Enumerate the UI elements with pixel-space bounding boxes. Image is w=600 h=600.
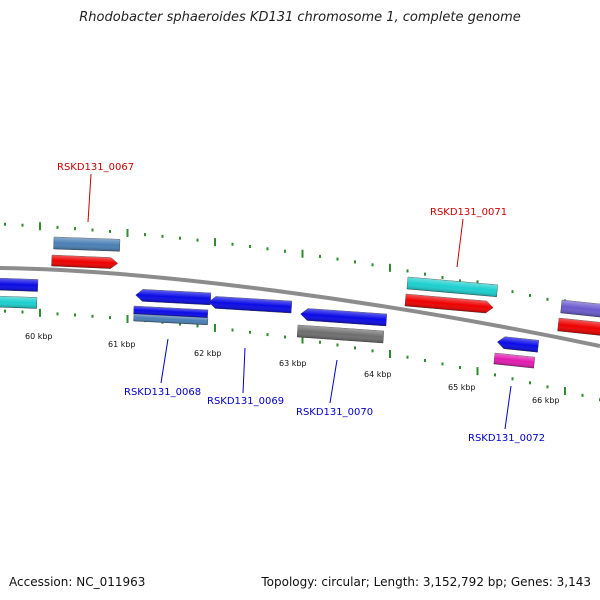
kbp-label-62: 62 kbp xyxy=(194,349,222,358)
outer-tick-track xyxy=(4,222,600,314)
kbp-label-64: 64 kbp xyxy=(364,370,392,379)
gene-label-rskd131-0071[interactable]: RSKD131_0071 xyxy=(430,207,507,218)
gene-label-rskd131-0067[interactable]: RSKD131_0067 xyxy=(57,162,134,173)
chromosome-backbone xyxy=(0,266,600,348)
gene-left-cyan[interactable] xyxy=(0,295,38,309)
kbp-label-63: 63 kbp xyxy=(279,359,307,368)
gene-labels: RSKD131_0067 RSKD131_0071 RSKD131_0068 R… xyxy=(57,162,545,444)
leader-0069 xyxy=(242,347,246,394)
accession-text: Accession: NC_011963 xyxy=(9,575,146,589)
gene-0072[interactable] xyxy=(493,352,536,369)
leader-0071 xyxy=(456,218,464,268)
gene-0067-upper[interactable] xyxy=(53,236,121,252)
gene-label-rskd131-0070[interactable]: RSKD131_0070 xyxy=(296,407,373,418)
gene-0068-low[interactable] xyxy=(133,313,209,326)
gene-0072-blue[interactable] xyxy=(497,336,539,353)
gene-0067[interactable] xyxy=(51,254,119,269)
map-title: Rhodobacter sphaeroides KD131 chromosome… xyxy=(79,10,521,25)
gene-right-purple[interactable] xyxy=(560,299,600,319)
gene-right-red[interactable] xyxy=(557,317,600,337)
gene-label-rskd131-0069[interactable]: RSKD131_0069 xyxy=(207,396,284,407)
gene-0068-upper[interactable] xyxy=(135,289,212,306)
leader-0068 xyxy=(160,338,169,384)
leader-0067 xyxy=(87,173,92,223)
leader-0072 xyxy=(504,385,512,430)
kbp-scale-labels: 60 kbp 61 kbp 62 kbp 63 kbp 64 kbp 65 kb… xyxy=(25,332,560,405)
gene-0070-gray[interactable] xyxy=(296,324,385,344)
gene-left-blue[interactable] xyxy=(0,277,39,292)
kbp-label-60: 60 kbp xyxy=(25,332,53,341)
kbp-label-66: 66 kbp xyxy=(532,396,560,405)
gene-features xyxy=(0,236,600,369)
gene-0069[interactable] xyxy=(208,296,293,314)
gene-0070[interactable] xyxy=(300,308,388,327)
kbp-label-61: 61 kbp xyxy=(108,340,136,349)
leader-0070 xyxy=(329,359,338,404)
gene-0071[interactable] xyxy=(404,293,494,314)
gene-label-rskd131-0068[interactable]: RSKD131_0068 xyxy=(124,387,201,398)
kbp-label-65: 65 kbp xyxy=(448,383,476,392)
gene-0071-cyan[interactable] xyxy=(406,276,498,298)
genome-stats-text: Topology: circular; Length: 3,152,792 bp… xyxy=(261,575,591,589)
label-leader-lines xyxy=(87,173,512,430)
gene-label-rskd131-0072[interactable]: RSKD131_0072 xyxy=(468,433,545,444)
